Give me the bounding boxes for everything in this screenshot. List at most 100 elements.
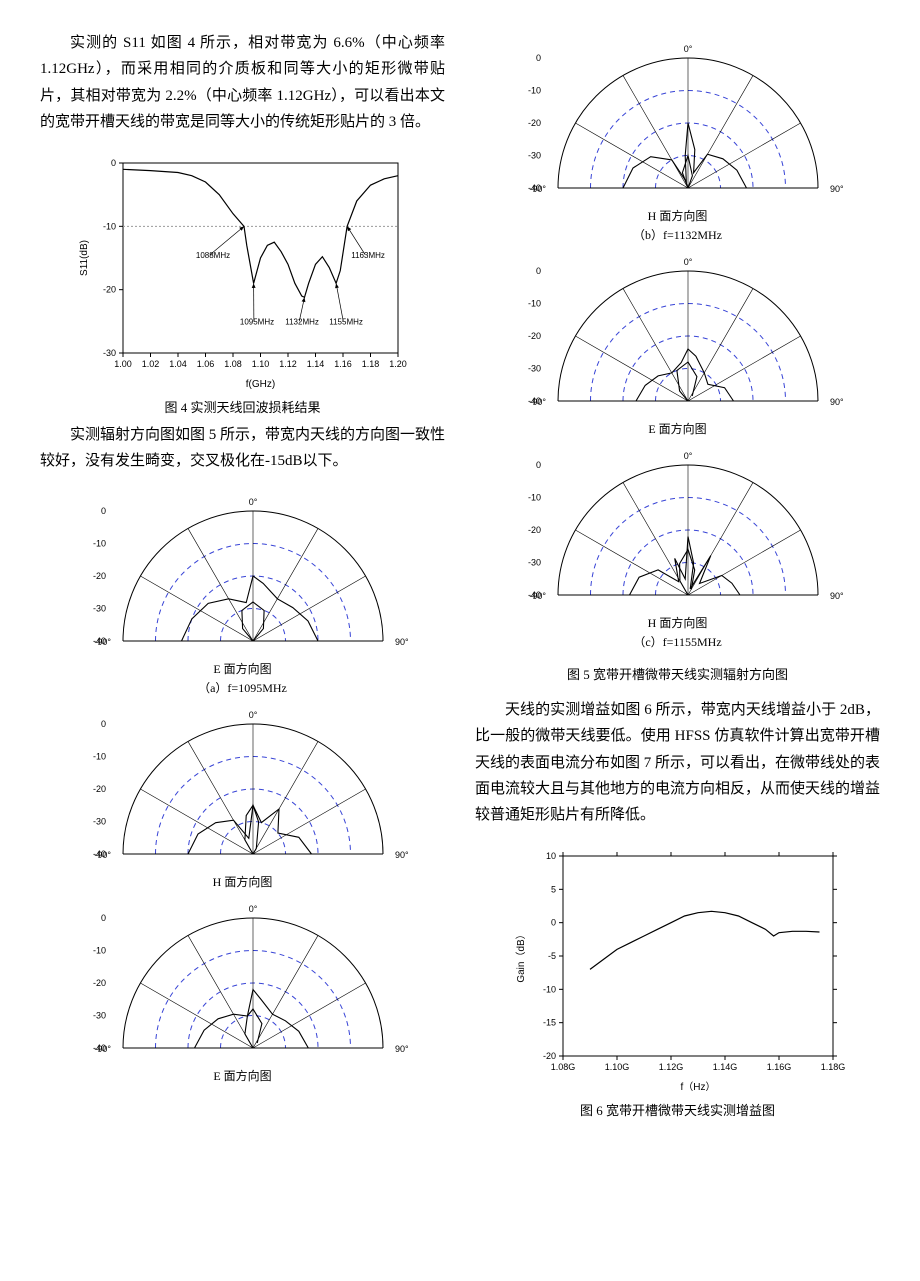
svg-text:-90°: -90° [94, 850, 111, 860]
svg-text:0: 0 [550, 918, 555, 928]
svg-text:1.16G: 1.16G [766, 1062, 791, 1072]
svg-text:1.12G: 1.12G [658, 1062, 683, 1072]
svg-text:-10: -10 [92, 945, 105, 955]
svg-text:-20: -20 [92, 978, 105, 988]
svg-text:-20: -20 [527, 525, 540, 535]
svg-text:-10: -10 [92, 538, 105, 548]
svg-text:-20: -20 [92, 571, 105, 581]
svg-text:1.08G: 1.08G [550, 1062, 575, 1072]
figure-6-caption: 图 6 宽带开槽微带天线实测增益图 [580, 1100, 775, 1119]
svg-text:-15: -15 [542, 1018, 555, 1028]
svg-text:-90°: -90° [529, 184, 546, 194]
svg-text:0: 0 [100, 719, 105, 729]
svg-text:-20: -20 [527, 331, 540, 341]
svg-text:90°: 90° [830, 591, 843, 601]
polar-freq-label: （a）f=1095MHz [198, 679, 287, 696]
svg-text:90°: 90° [395, 637, 408, 647]
svg-text:f（Hz）: f（Hz） [680, 1081, 715, 1093]
svg-text:-5: -5 [547, 951, 555, 961]
paragraph-2: 实测辐射方向图如图 5 所示，带宽内天线的方向图一致性较好，没有发生畸变，交叉极… [40, 422, 445, 475]
svg-text:1.06: 1.06 [196, 359, 214, 369]
svg-text:1.14: 1.14 [306, 359, 324, 369]
svg-text:5: 5 [550, 885, 555, 895]
polar-plot: 0-10-20-30-40-90°0°90°H 面方向图（c）f=1155MHz [475, 447, 880, 650]
svg-text:-30: -30 [527, 364, 540, 374]
svg-text:-10: -10 [542, 985, 555, 995]
svg-text:0: 0 [110, 158, 115, 168]
svg-text:-10: -10 [102, 221, 115, 231]
svg-text:-10: -10 [527, 86, 540, 96]
svg-text:1.02: 1.02 [141, 359, 159, 369]
figure-5-caption: 图 5 宽带开槽微带天线实测辐射方向图 [475, 664, 880, 683]
svg-text:-20: -20 [527, 118, 540, 128]
svg-text:0: 0 [100, 506, 105, 516]
gain-chart: 10 5 0 -5 -10 -15 -201.08G 1.10G 1.12G 1.14G 1.16G… [508, 846, 848, 1096]
svg-text:-30: -30 [527, 151, 540, 161]
svg-text:1.10G: 1.10G [604, 1062, 629, 1072]
svg-text:0°: 0° [248, 904, 257, 914]
page-columns: 实测的 S11 如图 4 所示，相对带宽为 6.6%（中心频率 1.12GHz）… [40, 30, 880, 1251]
polar-plot: 0-10-20-30-40-90°0°90°E 面方向图（a）f=1095MHz [40, 493, 445, 696]
svg-text:90°: 90° [830, 184, 843, 194]
polar-subcaption: E 面方向图 [648, 420, 706, 437]
polar-freq-label: （b）f=1132MHz [633, 226, 722, 243]
figure-4: 0-10-20-301.001.021.041.061.081.101.121.… [40, 153, 445, 416]
paragraph-3: 天线的实测增益如图 6 所示，带宽内天线增益小于 2dB，比一般的微带天线要低。… [475, 697, 880, 828]
polar-plot: 0-10-20-30-40-90°0°90°E 面方向图 [475, 253, 880, 437]
svg-text:1132MHz: 1132MHz [285, 317, 319, 326]
svg-text:0: 0 [100, 913, 105, 923]
svg-text:1.16: 1.16 [334, 359, 352, 369]
svg-text:90°: 90° [830, 397, 843, 407]
svg-text:-20: -20 [542, 1051, 555, 1061]
svg-text:1.08: 1.08 [224, 359, 242, 369]
left-column: 实测的 S11 如图 4 所示，相对带宽为 6.6%（中心频率 1.12GHz）… [40, 30, 445, 1251]
svg-text:0: 0 [535, 460, 540, 470]
svg-text:90°: 90° [395, 850, 408, 860]
svg-text:-30: -30 [92, 1010, 105, 1020]
right-polar-group: 0-10-20-30-40-90°0°90°H 面方向图（b）f=1132MHz… [475, 30, 880, 656]
svg-text:1.04: 1.04 [169, 359, 187, 369]
polar-freq-label: （c）f=1155MHz [633, 633, 721, 650]
svg-text:1.18G: 1.18G [820, 1062, 845, 1072]
svg-text:S11(dB): S11(dB) [79, 240, 90, 276]
svg-text:10: 10 [545, 851, 555, 861]
polar-plot: 0-10-20-30-40-90°0°90°H 面方向图 [40, 706, 445, 890]
svg-text:0: 0 [535, 53, 540, 63]
polar-subcaption: E 面方向图 [213, 1067, 271, 1084]
polar-plot: 0-10-20-30-40-90°0°90°H 面方向图（b）f=1132MHz [475, 40, 880, 243]
svg-text:1155MHz: 1155MHz [329, 317, 363, 326]
svg-text:Gain（dB）: Gain（dB） [515, 930, 527, 983]
paragraph-1: 实测的 S11 如图 4 所示，相对带宽为 6.6%（中心频率 1.12GHz）… [40, 30, 445, 135]
svg-text:-10: -10 [527, 299, 540, 309]
svg-text:0°: 0° [248, 497, 257, 507]
svg-text:1.00: 1.00 [114, 359, 132, 369]
left-polar-group: 0-10-20-30-40-90°0°90°E 面方向图（a）f=1095MHz… [40, 483, 445, 1090]
svg-text:1088MHz: 1088MHz [195, 251, 229, 260]
svg-text:-90°: -90° [529, 397, 546, 407]
svg-text:-30: -30 [527, 558, 540, 568]
svg-text:-30: -30 [92, 816, 105, 826]
polar-subcaption: H 面方向图 [213, 873, 273, 890]
svg-text:f(GHz): f(GHz) [245, 379, 274, 390]
svg-text:-90°: -90° [529, 591, 546, 601]
polar-subcaption: E 面方向图 [213, 660, 271, 677]
svg-text:-20: -20 [102, 285, 115, 295]
svg-text:0°: 0° [248, 710, 257, 720]
svg-text:-90°: -90° [94, 637, 111, 647]
s11-chart: 0-10-20-301.001.021.041.061.081.101.121.… [73, 153, 413, 393]
svg-text:-10: -10 [527, 493, 540, 503]
svg-text:1.12: 1.12 [279, 359, 297, 369]
svg-text:1.14G: 1.14G [712, 1062, 737, 1072]
svg-text:-90°: -90° [94, 1044, 111, 1054]
figure-6: 10 5 0 -5 -10 -15 -201.08G 1.10G 1.12G 1.14G 1.16G… [475, 846, 880, 1119]
right-column: 0-10-20-30-40-90°0°90°H 面方向图（b）f=1132MHz… [475, 30, 880, 1251]
figure-4-caption: 图 4 实测天线回波损耗结果 [164, 397, 320, 416]
svg-text:0°: 0° [683, 257, 692, 267]
svg-text:-30: -30 [92, 603, 105, 613]
svg-text:-10: -10 [92, 751, 105, 761]
svg-text:90°: 90° [395, 1044, 408, 1054]
svg-text:0: 0 [535, 266, 540, 276]
polar-subcaption: H 面方向图 [648, 614, 708, 631]
svg-text:1.18: 1.18 [361, 359, 379, 369]
polar-plot: 0-10-20-30-40-90°0°90°E 面方向图 [40, 900, 445, 1084]
